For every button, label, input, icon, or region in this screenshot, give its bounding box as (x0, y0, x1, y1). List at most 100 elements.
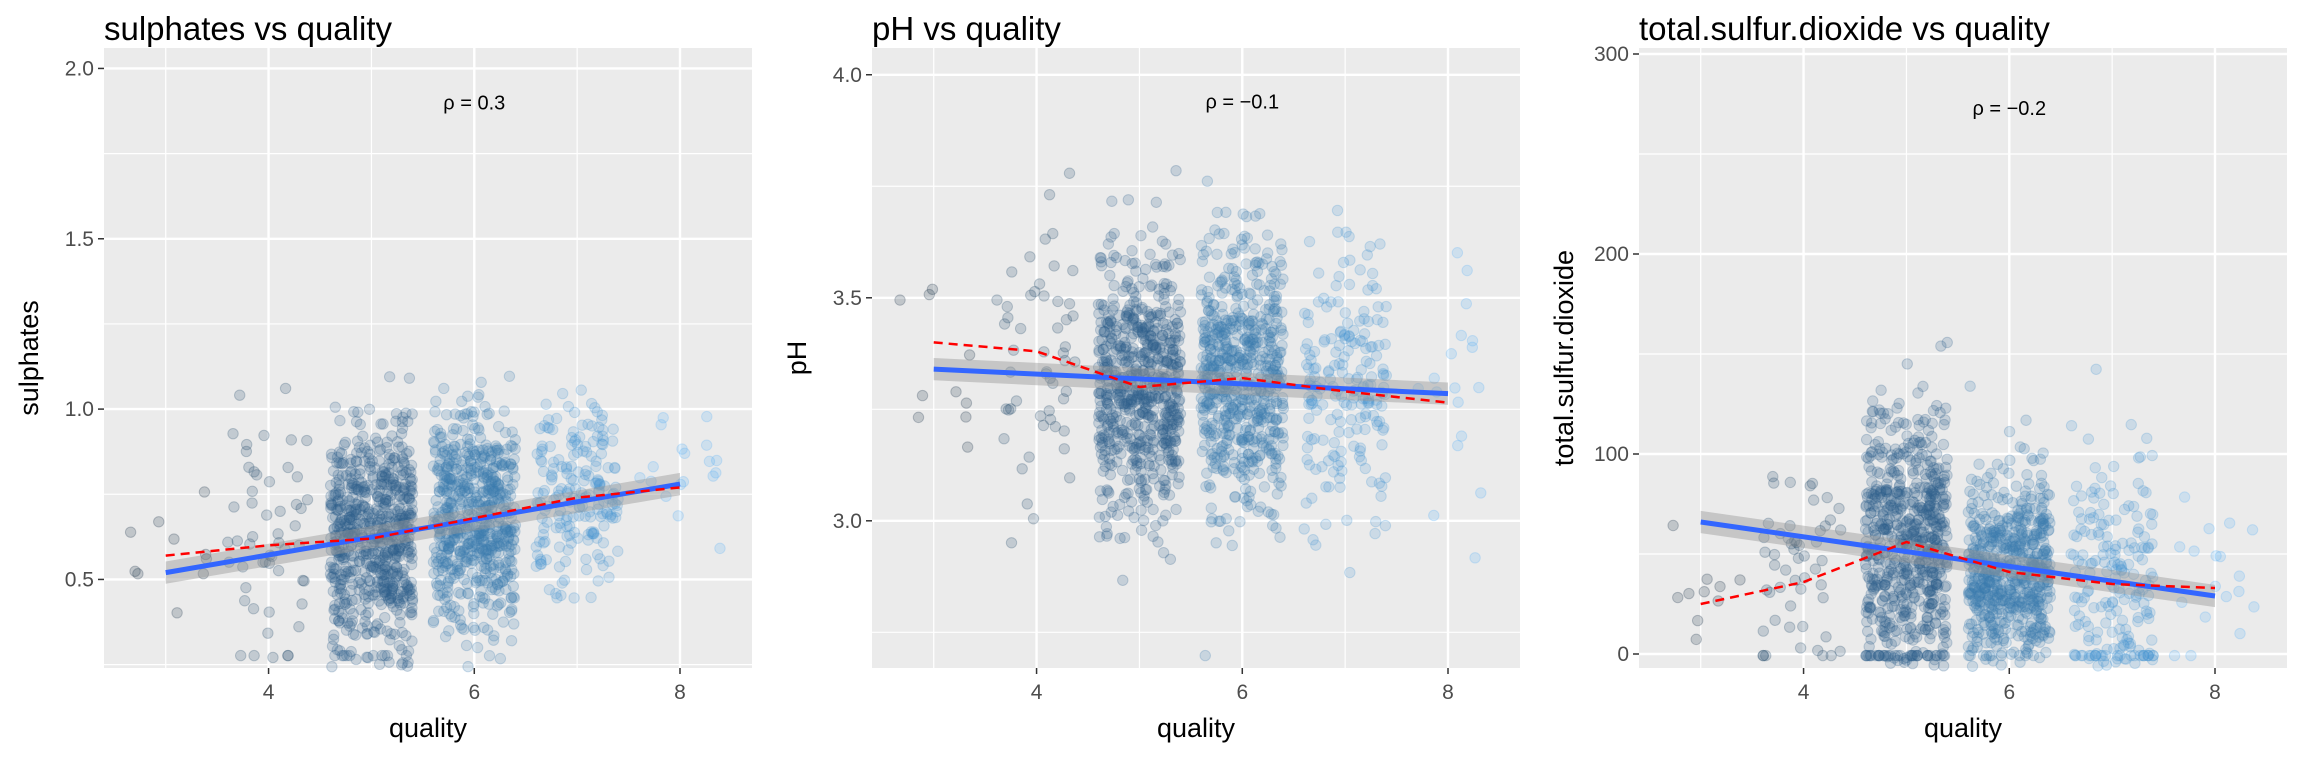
data-point (1211, 206, 1224, 219)
data-point (454, 409, 467, 422)
data-point (592, 575, 604, 587)
data-point (1299, 307, 1311, 320)
data-point (1043, 188, 1056, 201)
data-point (325, 499, 337, 511)
data-point (509, 443, 521, 455)
data-point (394, 541, 407, 553)
data-point (1195, 239, 1208, 252)
data-point (912, 411, 925, 424)
data-point (332, 494, 344, 506)
data-point (1452, 439, 1464, 452)
data-point (385, 597, 398, 609)
data-point (350, 593, 362, 605)
data-point (1345, 414, 1358, 426)
data-point (2025, 617, 2038, 629)
data-point (371, 516, 384, 529)
data-point (387, 544, 399, 557)
data-point (262, 627, 274, 639)
data-point (1986, 628, 1998, 640)
data-point (402, 504, 414, 517)
data-point (333, 524, 345, 536)
data-point (387, 544, 400, 556)
data-point (263, 557, 276, 569)
data-point (345, 584, 357, 597)
data-point (336, 607, 348, 620)
data-point (499, 426, 512, 439)
data-point (347, 564, 360, 576)
data-point (1938, 418, 1950, 431)
data-point (378, 569, 390, 581)
data-point (1094, 406, 1106, 418)
data-point (374, 623, 387, 635)
data-point (333, 483, 346, 496)
data-point (482, 577, 494, 589)
data-point (1920, 449, 1933, 462)
correlation-annotation: ρ = 0.3 (443, 93, 505, 115)
data-point (399, 535, 412, 548)
data-point (326, 640, 339, 652)
data-point (1124, 473, 1136, 486)
data-point (1926, 417, 1938, 430)
y-tick-label: 1.0 (65, 398, 94, 421)
data-point (383, 371, 396, 383)
data-point (333, 480, 345, 492)
data-point (1197, 402, 1210, 414)
data-point (334, 579, 346, 591)
data-point (1880, 616, 1892, 628)
data-point (2021, 647, 2034, 660)
data-point (1107, 293, 1119, 305)
data-point (923, 288, 935, 301)
data-point (337, 457, 350, 469)
data-point (325, 448, 338, 460)
data-point (340, 624, 353, 636)
data-point (575, 384, 587, 396)
data-point (1973, 513, 1986, 526)
data-point (1157, 427, 1169, 440)
data-point (537, 537, 550, 549)
data-point (353, 555, 365, 567)
data-point (358, 455, 371, 467)
data-point (340, 514, 353, 526)
data-point (328, 613, 341, 625)
data-point (2106, 597, 2119, 609)
data-point (1889, 421, 1902, 433)
data-point (340, 561, 352, 573)
data-point (393, 500, 405, 512)
data-point (373, 455, 385, 467)
data-point (404, 606, 416, 619)
data-point (390, 561, 403, 573)
data-point (1154, 454, 1167, 466)
data-point (1333, 270, 1345, 283)
data-point (222, 536, 234, 548)
data-point (387, 567, 399, 579)
data-point (585, 591, 597, 604)
data-point (1372, 301, 1384, 313)
data-point (2088, 492, 2100, 504)
data-point (392, 461, 404, 473)
data-point (1885, 638, 1898, 650)
data-point (2030, 527, 2043, 540)
data-point (1824, 514, 1837, 526)
data-point (1241, 336, 1254, 349)
data-point (1985, 467, 1997, 479)
data-point (1267, 471, 1279, 484)
data-point (1173, 293, 1185, 306)
data-point (326, 499, 339, 511)
data-point (2134, 451, 2147, 463)
data-point (1890, 452, 1903, 464)
data-point (390, 561, 403, 574)
data-point (336, 551, 349, 564)
data-point (1925, 628, 1937, 640)
data-point (370, 561, 382, 573)
data-point (2070, 480, 2083, 493)
data-point (349, 498, 362, 510)
data-point (374, 554, 386, 567)
data-point (231, 535, 244, 547)
data-point (1146, 310, 1158, 323)
data-point (1167, 404, 1179, 417)
data-point (1336, 366, 1349, 379)
data-point (345, 618, 357, 630)
data-point (379, 494, 392, 506)
data-point (361, 445, 374, 458)
data-point (1005, 537, 1018, 549)
